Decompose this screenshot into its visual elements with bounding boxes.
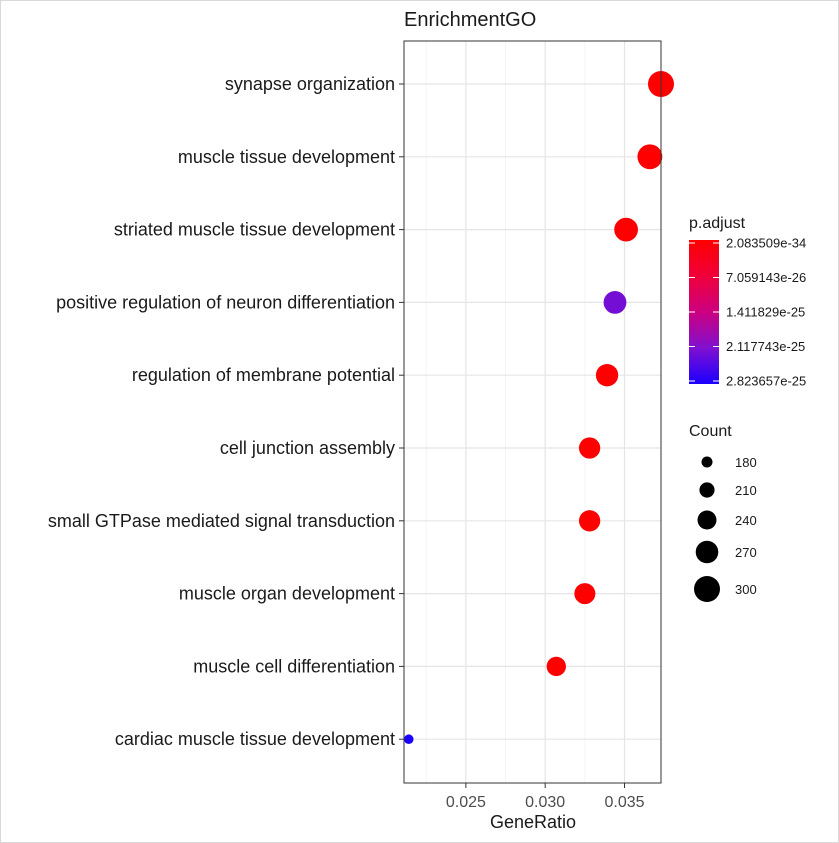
count-legend-label: 300 (735, 582, 757, 597)
data-point (578, 437, 601, 459)
term-label: cardiac muscle tissue development (115, 729, 395, 749)
term-labels: synapse organization muscle tissue develo… (48, 74, 404, 749)
grid-lines (404, 41, 661, 783)
p-adjust-legend-label: 2.083509e-34 (726, 236, 806, 251)
count-legend-dot (697, 510, 717, 530)
p-adjust-legend-title: p.adjust (689, 215, 746, 232)
x-tick-label: 0.035 (604, 794, 644, 811)
count-legend-dot (694, 576, 720, 602)
term-label: small GTPase mediated signal transductio… (48, 511, 395, 531)
p-adjust-legend: p.adjust 2.083509e-34 7.059143e-26 1.41182… (689, 215, 806, 389)
count-legend-dot (699, 482, 715, 498)
x-tick-label: 0.030 (525, 794, 565, 811)
data-point (578, 510, 601, 532)
term-label: positive regulation of neuron differenti… (56, 292, 395, 312)
term-label: striated muscle tissue development (114, 220, 395, 240)
x-axis-title: GeneRatio (490, 812, 576, 832)
data-point (614, 217, 638, 242)
count-legend-label: 240 (735, 513, 757, 528)
term-label: regulation of membrane potential (132, 365, 395, 385)
count-legend-label: 180 (735, 455, 757, 470)
count-legend-title: Count (689, 423, 732, 440)
data-point (603, 290, 627, 314)
data-point (637, 144, 663, 170)
term-label: cell junction assembly (220, 438, 395, 458)
data-point (574, 583, 596, 605)
x-axis-ticks: 0.025 0.030 0.035 (446, 783, 645, 811)
term-label: synapse organization (225, 74, 395, 94)
count-legend-label: 270 (735, 545, 757, 560)
count-legend-dot (701, 456, 713, 468)
data-point (403, 734, 414, 744)
term-label: muscle organ development (179, 584, 395, 604)
count-legend-label: 210 (735, 483, 757, 498)
p-adjust-legend-label: 2.117743e-25 (726, 339, 805, 354)
p-adjust-legend-label: 1.411829e-25 (726, 305, 805, 320)
chart-title: EnrichmentGO (404, 9, 536, 31)
term-label: muscle tissue development (178, 147, 395, 167)
count-legend: Count 180 210 240 270 300 (689, 423, 757, 602)
p-adjust-legend-label: 7.059143e-26 (726, 270, 806, 285)
data-point (546, 656, 566, 677)
term-label: muscle cell differentiation (193, 656, 395, 676)
count-legend-dot (695, 540, 719, 564)
data-point (595, 364, 619, 387)
plot-panel-border (403, 40, 662, 784)
p-adjust-legend-label: 2.823657e-25 (726, 374, 806, 389)
data-points (403, 71, 674, 744)
x-tick-label: 0.025 (446, 794, 486, 811)
